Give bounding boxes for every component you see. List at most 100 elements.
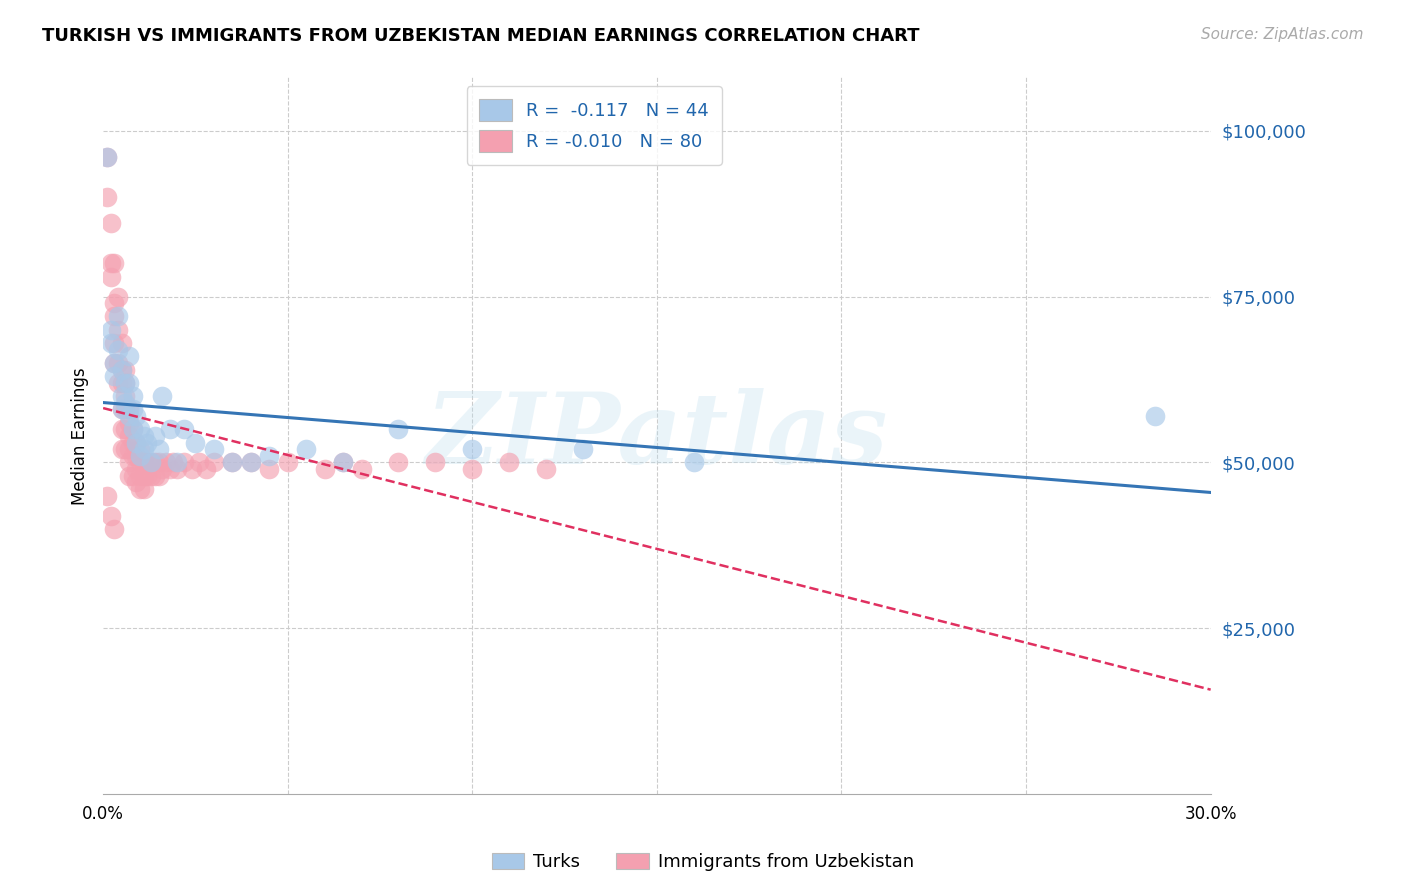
- Point: [221, 455, 243, 469]
- Point: [118, 455, 141, 469]
- Text: ZIPatlas: ZIPatlas: [426, 388, 889, 484]
- Point: [121, 389, 143, 403]
- Point: [155, 455, 177, 469]
- Point: [110, 402, 132, 417]
- Point: [159, 422, 181, 436]
- Point: [96, 489, 118, 503]
- Point: [114, 376, 136, 390]
- Point: [114, 422, 136, 436]
- Point: [195, 462, 218, 476]
- Point: [103, 369, 125, 384]
- Point: [107, 323, 129, 337]
- Point: [129, 449, 152, 463]
- Point: [110, 389, 132, 403]
- Point: [114, 376, 136, 390]
- Point: [425, 455, 447, 469]
- Point: [173, 422, 195, 436]
- Legend: R =  -0.117   N = 44, R = -0.010   N = 80: R = -0.117 N = 44, R = -0.010 N = 80: [467, 87, 721, 165]
- Point: [118, 429, 141, 443]
- Point: [118, 376, 141, 390]
- Point: [139, 455, 162, 469]
- Point: [100, 217, 122, 231]
- Point: [107, 356, 129, 370]
- Point: [118, 416, 141, 430]
- Point: [159, 462, 181, 476]
- Point: [136, 435, 159, 450]
- Point: [100, 508, 122, 523]
- Point: [132, 429, 155, 443]
- Point: [332, 455, 354, 469]
- Point: [121, 402, 143, 417]
- Point: [110, 362, 132, 376]
- Point: [132, 468, 155, 483]
- Point: [118, 409, 141, 423]
- Point: [221, 455, 243, 469]
- Point: [148, 442, 170, 457]
- Point: [143, 455, 166, 469]
- Point: [350, 462, 373, 476]
- Point: [125, 462, 148, 476]
- Point: [239, 455, 262, 469]
- Point: [1144, 409, 1167, 423]
- Point: [129, 468, 152, 483]
- Point: [114, 442, 136, 457]
- Point: [118, 468, 141, 483]
- Point: [100, 269, 122, 284]
- Point: [132, 442, 155, 457]
- Point: [387, 422, 409, 436]
- Point: [259, 449, 281, 463]
- Point: [277, 455, 299, 469]
- Point: [461, 442, 484, 457]
- Point: [114, 395, 136, 409]
- Point: [100, 256, 122, 270]
- Point: [100, 335, 122, 350]
- Point: [166, 462, 188, 476]
- Point: [118, 442, 141, 457]
- Point: [103, 335, 125, 350]
- Point: [166, 455, 188, 469]
- Point: [110, 402, 132, 417]
- Point: [295, 442, 318, 457]
- Point: [118, 349, 141, 363]
- Y-axis label: Median Earnings: Median Earnings: [72, 368, 89, 505]
- Point: [103, 356, 125, 370]
- Point: [114, 389, 136, 403]
- Point: [107, 310, 129, 324]
- Point: [136, 455, 159, 469]
- Point: [239, 455, 262, 469]
- Point: [121, 422, 143, 436]
- Point: [132, 455, 155, 469]
- Point: [107, 289, 129, 303]
- Point: [173, 455, 195, 469]
- Point: [121, 422, 143, 436]
- Point: [534, 462, 557, 476]
- Point: [96, 190, 118, 204]
- Point: [143, 468, 166, 483]
- Point: [103, 256, 125, 270]
- Point: [110, 376, 132, 390]
- Point: [136, 468, 159, 483]
- Point: [498, 455, 520, 469]
- Point: [96, 150, 118, 164]
- Text: TURKISH VS IMMIGRANTS FROM UZBEKISTAN MEDIAN EARNINGS CORRELATION CHART: TURKISH VS IMMIGRANTS FROM UZBEKISTAN ME…: [42, 27, 920, 45]
- Point: [103, 522, 125, 536]
- Point: [125, 409, 148, 423]
- Point: [110, 422, 132, 436]
- Point: [188, 455, 211, 469]
- Point: [572, 442, 595, 457]
- Point: [148, 455, 170, 469]
- Point: [143, 429, 166, 443]
- Point: [129, 455, 152, 469]
- Point: [103, 296, 125, 310]
- Point: [259, 462, 281, 476]
- Point: [121, 468, 143, 483]
- Point: [125, 435, 148, 450]
- Point: [121, 449, 143, 463]
- Point: [107, 376, 129, 390]
- Point: [114, 402, 136, 417]
- Point: [148, 468, 170, 483]
- Point: [129, 442, 152, 457]
- Point: [129, 422, 152, 436]
- Point: [129, 482, 152, 496]
- Point: [150, 462, 173, 476]
